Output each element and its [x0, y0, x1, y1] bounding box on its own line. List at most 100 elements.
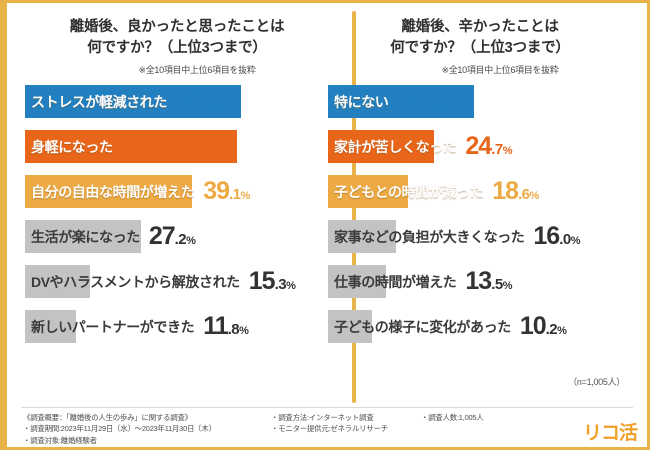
- bar-category-label: 子どもの様子に変化があった: [334, 318, 511, 335]
- bar-value-label: 50.5%: [176, 89, 223, 114]
- bar-value-label: 10.2%: [520, 314, 567, 339]
- percent-sign: %: [286, 280, 296, 292]
- bar-value-integer: 16: [533, 222, 560, 250]
- bar-fill: [25, 265, 91, 298]
- bar-value-integer: 34: [397, 87, 424, 115]
- bar-category-label: 家計が苦しくなった: [334, 138, 457, 155]
- bar-value-decimal: .1: [229, 186, 241, 203]
- bar-row-text: 子どもとの時間が減った 18.6%: [334, 175, 539, 208]
- bar-category-label: 新しいパートナーができた: [31, 318, 195, 335]
- bar-value-decimal: .2: [545, 321, 558, 338]
- bar-category-label: 自分の自由な時間が増えた: [31, 183, 195, 200]
- bar-value-integer: 49: [121, 132, 149, 160]
- bar-category-label: ストレスが軽減された: [31, 93, 167, 110]
- footer-divider: [21, 407, 633, 408]
- bar-value-label: 15.3%: [249, 269, 296, 294]
- bar-value-integer: 27: [148, 222, 176, 250]
- bar-row: 生活が楽になった 27.2%: [7, 216, 347, 261]
- chart-title-positive-line1: 離婚後、良かったと思ったことは: [69, 19, 285, 35]
- chart-title-negative: 離婚後、辛かったことは 何ですか？（上位3つまで）: [310, 3, 650, 59]
- bar-row-text: 新しいパートナーができた 11.8%: [31, 310, 249, 343]
- charts-area: 離婚後、良かったと思ったことは 何ですか？（上位3つまで） ※全10項目中上位6…: [7, 3, 650, 403]
- bar-value-decimal: .2: [174, 231, 187, 248]
- footer-survey-title: 《調査概要：「離婚後の人生の歩み」に関する調査》: [23, 413, 192, 422]
- bar-value-decimal: .3: [274, 276, 287, 293]
- percent-sign: %: [557, 325, 567, 337]
- bar-row-text: 自分の自由な時間が増えた 39.1%: [31, 175, 250, 208]
- bar-value-integer: 50: [176, 87, 203, 115]
- bar-row-text: 家事などの負担が大きくなった 16.0%: [334, 220, 581, 253]
- bar-fill: [328, 175, 408, 208]
- bar-fill: [328, 265, 386, 298]
- bar-value-decimal: .8: [227, 321, 240, 338]
- bar-value-label: 34.1%: [397, 89, 444, 114]
- bar-row: 家計が苦しくなった 24.7%: [310, 126, 650, 171]
- chart-panel-positive: 離婚後、良かったと思ったことは 何ですか？（上位3つまで） ※全10項目中上位6…: [7, 3, 347, 403]
- chart-subtitle-negative: ※全10項目中上位6項目を抜粋: [441, 65, 559, 76]
- bar-value-label: 49.6%: [122, 134, 169, 159]
- percent-sign: %: [502, 145, 513, 157]
- bar-list-negative: 特にない 34.1% 家計が苦しくなった 24.7% 子どもとの時間が減った 18.6% 家…: [310, 81, 650, 351]
- chart-panel-negative: 離婚後、辛かったことは 何ですか？（上位3つまで） ※全10項目中上位6項目を抜…: [310, 3, 650, 403]
- bar-value-integer: 24: [465, 132, 492, 160]
- bar-category-label: DVやハラスメントから解放された: [31, 273, 240, 290]
- bar-fill: [328, 130, 434, 163]
- bar-row: 特にない 34.1%: [310, 81, 650, 126]
- bar-category-label: 身軽になった: [31, 138, 113, 155]
- percent-sign: %: [186, 235, 196, 247]
- footer-column-method: ・調査方法:インターネット調査 ・モニター提供元:ゼネラルリサーチ: [271, 412, 388, 435]
- bar-value-decimal: .7: [491, 141, 503, 158]
- bar-row: DVやハラスメントから解放された 15.3%: [7, 261, 347, 306]
- bar-row-text: 生活が楽になった 27.2%: [31, 220, 196, 253]
- bar-fill: [25, 175, 193, 208]
- bar-category-label: 特にない: [334, 93, 389, 110]
- bar-value-integer: 13: [465, 267, 492, 295]
- bar-row-text: 家計が苦しくなった 24.7%: [334, 130, 513, 163]
- footer-column-overview: 《調査概要：「離婚後の人生の歩み」に関する調査》 ・調査期間:2023年11月2…: [23, 412, 216, 446]
- bar-row: 自分の自由な時間が増えた 39.1%: [7, 171, 347, 216]
- bar-fill: [25, 310, 76, 343]
- bar-value-integer: 15: [248, 267, 276, 295]
- footer-survey-target: ・調査対象:離婚経験者: [23, 435, 97, 445]
- bar-value-decimal: .5: [491, 276, 503, 293]
- bar-value-label: 24.7%: [465, 134, 512, 159]
- percent-sign: %: [434, 100, 445, 112]
- bar-value-decimal: .0: [559, 231, 571, 248]
- bar-value-label: 13.5%: [465, 269, 512, 294]
- chart-title-negative-line1: 離婚後、辛かったことは: [401, 19, 559, 35]
- bar-category-label: 子どもとの時間が減った: [334, 183, 484, 200]
- bar-row: 子どもとの時間が減った 18.6%: [310, 171, 650, 216]
- bar-fill: [328, 220, 397, 253]
- brand-logo: リコ活: [582, 423, 638, 444]
- bar-value-decimal: .1: [423, 96, 435, 113]
- bar-fill: [25, 85, 242, 118]
- bar-value-decimal: .6: [518, 186, 530, 203]
- survey-footer: 《調査概要：「離婚後の人生の歩み」に関する調査》 ・調査期間:2023年11月2…: [21, 412, 633, 448]
- bar-row-text: 特にない 34.1%: [334, 85, 445, 118]
- bar-row: 仕事の時間が増えた 13.5%: [310, 261, 650, 306]
- bar-row: 子どもの様子に変化があった 10.2%: [310, 306, 650, 351]
- bar-row-text: 身軽になった 49.6%: [31, 130, 169, 163]
- bar-fill: [328, 85, 474, 118]
- bar-list-positive: ストレスが軽減された 50.5% 身軽になった 49.6% 自分の自由な時間が増えた 39…: [7, 81, 347, 351]
- footer-respondent-count: ・調査人数:1,005人: [421, 413, 484, 422]
- bar-fill: [328, 310, 372, 343]
- percent-sign: %: [158, 145, 169, 157]
- bar-value-integer: 39: [203, 177, 230, 205]
- bar-value-label: 39.1%: [203, 179, 250, 204]
- bar-value-decimal: .6: [147, 141, 159, 158]
- chart-title-negative-line2: 何ですか？（上位3つまで）: [390, 40, 570, 57]
- percent-sign: %: [240, 190, 251, 202]
- chart-title-positive-line2: 何ですか？（上位3つまで）: [87, 40, 267, 57]
- bar-row-text: ストレスが軽減された 50.5%: [31, 85, 223, 118]
- bar-category-label: 仕事の時間が増えた: [334, 273, 457, 290]
- footer-survey-period: ・調査期間:2023年11月29日〔水〕〜2023年11月30日〔木〕: [23, 424, 216, 434]
- bar-row: 身軽になった 49.6%: [7, 126, 347, 171]
- percent-sign: %: [529, 190, 540, 202]
- bar-category-label: 生活が楽になった: [31, 228, 140, 245]
- chart-subtitle-positive: ※全10項目中上位6項目を抜粋: [138, 65, 256, 76]
- bar-category-label: 家事などの負担が大きくなった: [334, 228, 525, 245]
- bar-row: 新しいパートナーができた 11.8%: [7, 306, 347, 351]
- bar-value-integer: 11: [203, 312, 228, 340]
